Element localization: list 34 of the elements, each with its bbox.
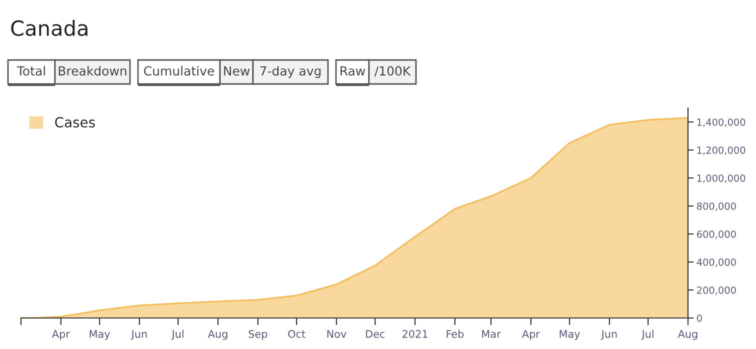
- x-tick-label: Dec: [366, 330, 385, 338]
- x-tick-label: Feb: [446, 330, 464, 338]
- y-tick-label: 1,000,000: [697, 174, 746, 183]
- x-tick-label: May: [560, 330, 580, 340]
- text: 7-day avg: [260, 66, 321, 78]
- x-tick-label: Aug: [208, 330, 228, 340]
- text: Raw: [340, 66, 366, 76]
- text: New: [224, 66, 250, 76]
- y-tick-label: 600,000: [697, 230, 736, 239]
- y-tick-label: 1,200,000: [697, 146, 746, 155]
- x-tick-label: Mar: [482, 330, 501, 338]
- y-tick-label: 400,000: [696, 258, 736, 267]
- chart-title: Canada: [11, 20, 88, 36]
- x-tick-label: Sep: [248, 330, 268, 340]
- x-tick-label: May: [90, 330, 110, 340]
- y-tick-label: 1,400,000: [697, 118, 746, 127]
- text: /100K: [374, 66, 411, 77]
- x-tick-label: Apr: [52, 330, 70, 340]
- x-tick-label: Nov: [327, 330, 346, 338]
- x-tick-label: Aug: [678, 330, 698, 340]
- x-tick-label: Jun: [130, 330, 147, 340]
- text: Breakdown: [58, 66, 126, 76]
- x-tick-label: 2021: [402, 330, 428, 338]
- legend-label: Cases: [55, 116, 95, 128]
- text: Total: [16, 66, 45, 76]
- y-tick-label: 200,000: [697, 286, 736, 295]
- x-tick-label: Jul: [641, 330, 654, 340]
- y-tick-label: 800,000: [696, 202, 736, 211]
- text: Cumulative: [144, 66, 214, 76]
- x-tick-label: Oct: [288, 330, 306, 338]
- y-tick-label: 0: [696, 314, 702, 322]
- x-tick-label: Jun: [600, 330, 617, 340]
- x-tick-label: Apr: [522, 330, 540, 340]
- x-tick-label: Jul: [171, 330, 184, 340]
